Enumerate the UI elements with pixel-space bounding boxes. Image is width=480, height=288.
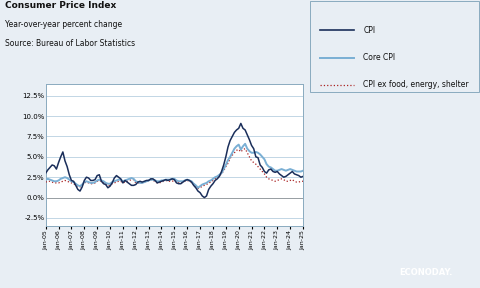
Text: Consumer Price Index: Consumer Price Index	[5, 1, 116, 10]
Text: CPI ex food, energy, shelter: CPI ex food, energy, shelter	[362, 80, 468, 90]
Text: ECONODAY.: ECONODAY.	[398, 268, 451, 277]
Text: Source: Bureau of Labor Statistics: Source: Bureau of Labor Statistics	[5, 39, 135, 48]
Text: Core CPI: Core CPI	[362, 53, 395, 62]
Text: Year-over-year percent change: Year-over-year percent change	[5, 20, 122, 29]
Text: CPI: CPI	[362, 26, 374, 35]
